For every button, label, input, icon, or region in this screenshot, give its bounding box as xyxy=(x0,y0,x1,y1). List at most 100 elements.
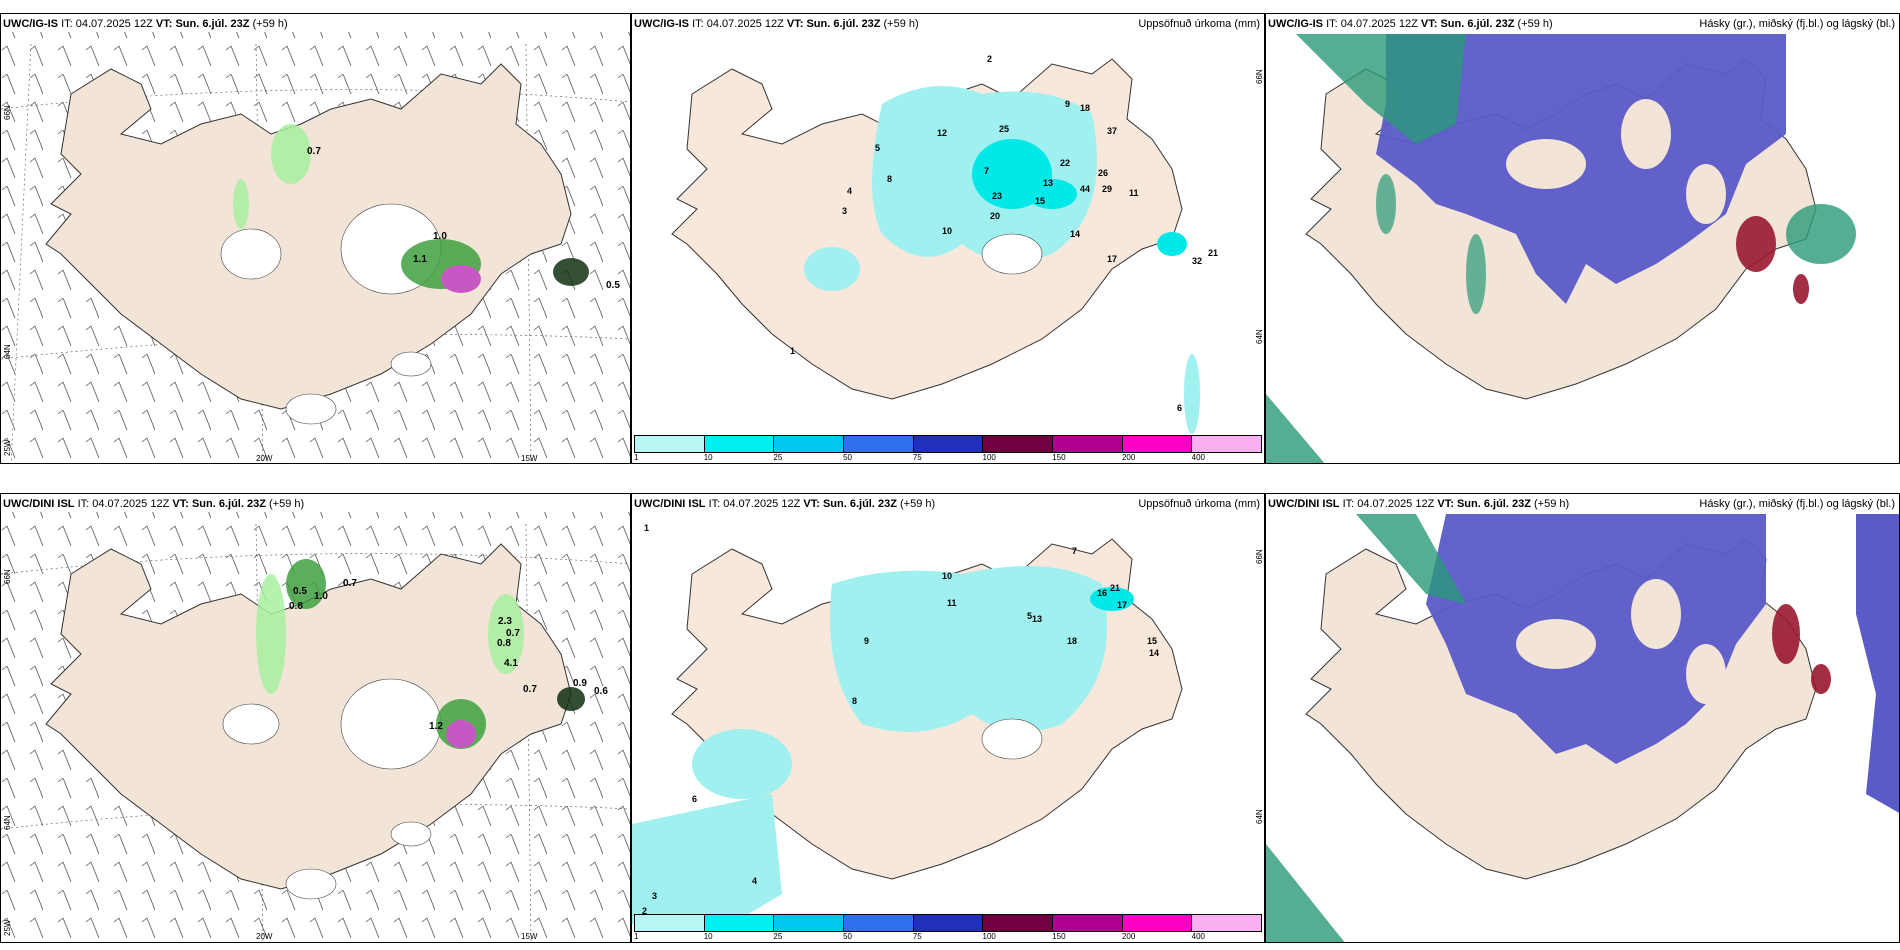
label-6: 0.8 xyxy=(497,638,511,649)
val-2: 25 xyxy=(999,124,1009,134)
glacier-holes xyxy=(222,678,442,900)
legend-swatch-7 xyxy=(1053,436,1123,452)
panel-wind-ig: UWC/IG-IS IT: 04.07.2025 12Z VT: Sun. 6.… xyxy=(0,13,631,464)
val-5: 16 xyxy=(1097,588,1107,598)
val-21: 10 xyxy=(942,226,952,236)
panel-wind-dini: UWC/DINI ISL IT: 04.07.2025 12Z VT: Sun.… xyxy=(0,493,631,943)
val-12: 6 xyxy=(692,794,697,804)
legend-swatch-3 xyxy=(774,436,845,452)
val-9: 26 xyxy=(1098,168,1108,178)
val-17: 9 xyxy=(864,636,869,646)
legend-swatch-9 xyxy=(1192,436,1262,452)
lon-label-15: 15W xyxy=(521,932,538,941)
legend-swatch-7 xyxy=(1053,915,1123,931)
legend-ticks: 1 10 25 50 75 100 150 200 400 xyxy=(634,453,1262,463)
panel-title: UWC/DINI ISL IT: 04.07.2025 12Z VT: Sun.… xyxy=(634,498,936,510)
lat-label-64: 64N xyxy=(1255,329,1264,344)
val-8: 18 xyxy=(1067,636,1077,646)
val-3: 9 xyxy=(1065,99,1070,109)
legend-swatch-1 xyxy=(635,915,705,931)
legend-tick: 25 xyxy=(773,932,783,941)
legend-tick: 150 xyxy=(1052,453,1066,462)
precip-values: 1 2 7 10 11 16 21 17 18 13 15 14 6 3 4 5… xyxy=(642,523,1159,916)
val-2: 7 xyxy=(1072,546,1077,556)
val-19: 15 xyxy=(1035,196,1045,206)
legend-tick: 400 xyxy=(1191,932,1206,941)
panel-title: UWC/IG-IS IT: 04.07.2025 12Z VT: Sun. 6.… xyxy=(634,18,919,30)
label-0: 0.5 xyxy=(293,586,307,597)
precip-patches xyxy=(256,559,585,749)
land-gaps xyxy=(1506,99,1726,224)
val-13: 1 xyxy=(790,346,795,356)
precip-map: 1 2 7 10 11 16 21 17 18 13 15 14 6 3 4 5… xyxy=(632,523,1183,924)
precip-labels: 0.5 0.8 1.0 0.7 2.3 0.7 0.8 4.1 0.7 0.9 … xyxy=(289,578,608,732)
val-12: 6 xyxy=(1177,403,1182,413)
legend-tick: 50 xyxy=(843,453,853,462)
lat-label-64: 64N xyxy=(3,815,12,830)
label-4: 2.3 xyxy=(498,616,512,627)
val-0: 1 xyxy=(644,523,649,533)
val-4: 11 xyxy=(947,598,957,608)
val-22: 7 xyxy=(984,166,989,176)
legend-tick: 75 xyxy=(912,453,922,462)
legend-colorbar xyxy=(634,435,1262,453)
lat-label-66: 66N xyxy=(3,105,12,120)
legend-colorbar xyxy=(634,914,1262,932)
val-4: 18 xyxy=(1080,103,1090,113)
val-1: 2 xyxy=(642,906,647,916)
val-23: 4 xyxy=(847,186,852,196)
legend-tick: 1 xyxy=(634,932,639,941)
wind-map: 0.5 0.8 1.0 0.7 2.3 0.7 0.8 4.1 0.7 0.9 … xyxy=(1,512,630,942)
panel-variable: Uppsöfnuð úrkoma (mm) xyxy=(1138,18,1260,30)
panel-title: UWC/IG-IS IT: 04.07.2025 12Z VT: Sun. 6.… xyxy=(3,18,288,30)
label-2: 1.0 xyxy=(314,591,328,602)
legend-tick: 200 xyxy=(1121,453,1136,462)
legend-tick: 75 xyxy=(912,932,922,941)
panel-variable: Hásky (gr.), miðský (fj.bl.) og lágský (… xyxy=(1699,498,1895,510)
panel-variable: Uppsöfnuð úrkoma (mm) xyxy=(1138,498,1260,510)
legend-swatch-5 xyxy=(913,915,984,931)
low-cloud xyxy=(1426,514,1766,764)
val-20: 11 xyxy=(1129,188,1139,198)
mid-cloud xyxy=(1772,604,1831,694)
panel-clouds-ig: UWC/IG-IS IT: 04.07.2025 12Z VT: Sun. 6.… xyxy=(1265,13,1900,464)
land-gaps xyxy=(1516,579,1726,704)
val-14: 17 xyxy=(1107,254,1117,264)
legend-swatch-6 xyxy=(983,436,1054,452)
legend-tick: 10 xyxy=(703,453,713,462)
val-9: 13 xyxy=(1032,614,1042,624)
val-6: 22 xyxy=(1060,158,1070,168)
val-15: 5 xyxy=(1027,611,1032,621)
panel-title: UWC/DINI ISL IT: 04.07.2025 12Z VT: Sun.… xyxy=(1268,498,1570,510)
legend-ticks: 1 10 25 50 75 100 150 200 400 xyxy=(634,932,1262,942)
precip-legend: 1 10 25 50 75 100 150 200 400 xyxy=(632,914,1264,942)
legend-swatch-5 xyxy=(913,436,984,452)
label-9: 0.9 xyxy=(573,678,587,689)
val-5: 37 xyxy=(1107,126,1117,136)
cloud-map xyxy=(1266,514,1899,942)
legend-tick: 200 xyxy=(1121,932,1136,941)
precip-shading xyxy=(804,86,1200,434)
lon-label-20: 20W xyxy=(256,454,273,463)
legend-swatch-4 xyxy=(844,436,914,452)
lat-label-66: 66N xyxy=(1255,69,1264,84)
legend-swatch-2 xyxy=(704,436,775,452)
label-7: 4.1 xyxy=(504,658,518,669)
val-11: 14 xyxy=(1149,648,1159,658)
label-8: 0.7 xyxy=(523,684,537,695)
precip-legend: 1 10 25 50 75 100 150 200 400 xyxy=(632,435,1264,463)
cloud-map xyxy=(1266,34,1856,463)
precip-labels: 0.7 1.0 0.5 1.1 xyxy=(307,146,620,291)
panel-title: UWC/DINI ISL IT: 04.07.2025 12Z VT: Sun.… xyxy=(3,498,305,510)
val-10: 21 xyxy=(1208,248,1218,258)
val-6: 21 xyxy=(1110,583,1120,593)
lon-label-15: 15W xyxy=(521,454,538,463)
val-15: 13 xyxy=(1043,178,1053,188)
val-14: 4 xyxy=(752,876,757,886)
val-24: 5 xyxy=(875,143,880,153)
lat-label-66: 66N xyxy=(1255,549,1264,564)
val-8: 29 xyxy=(1102,184,1112,194)
legend-tick: 400 xyxy=(1191,453,1206,462)
val-7: 17 xyxy=(1117,600,1127,610)
legend-tick: 10 xyxy=(703,932,713,941)
